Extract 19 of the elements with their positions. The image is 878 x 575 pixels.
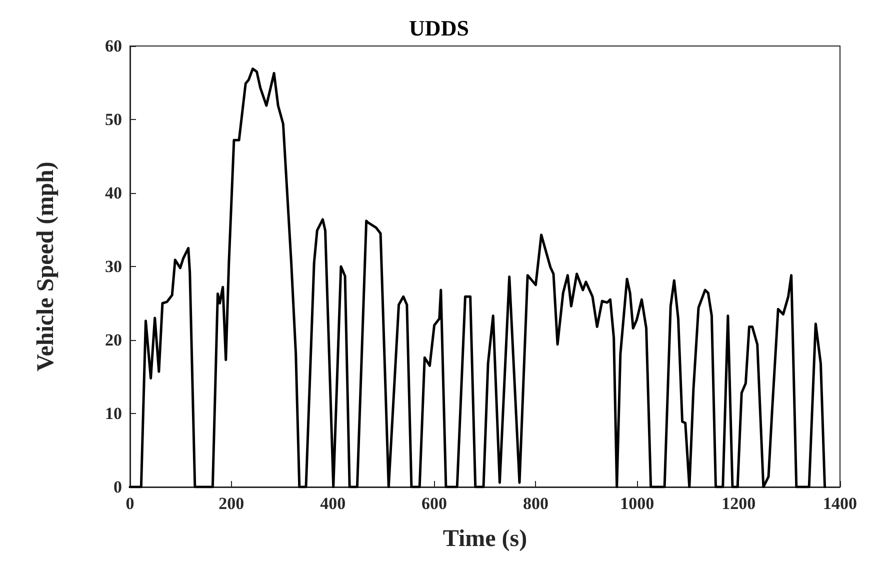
- x-tick-label: 800: [522, 494, 548, 513]
- x-tick-label: 0: [126, 494, 134, 513]
- x-tick-label: 400: [320, 494, 346, 513]
- x-tick-label: 600: [422, 494, 448, 513]
- y-tick-label: 10: [105, 404, 122, 423]
- x-tick-label: 1000: [620, 494, 654, 513]
- x-tick-label: 1400: [823, 494, 857, 513]
- line-series: [128, 68, 826, 488]
- y-axis-title: Vehicle Speed (mph): [33, 162, 59, 372]
- y-tick-label: 0: [114, 478, 122, 496]
- y-tick-label: 40: [105, 184, 122, 202]
- y-tick-label: 50: [105, 110, 122, 129]
- y-tick-label: 20: [105, 330, 122, 350]
- x-tick-label: 200: [218, 494, 244, 513]
- y-tick-label: 30: [105, 257, 122, 276]
- x-tick-label: 1200: [722, 494, 756, 513]
- x-axis-title: Time (s): [442, 526, 528, 552]
- chart-title: UDDS: [409, 16, 469, 40]
- y-tick-label: 60: [105, 36, 122, 56]
